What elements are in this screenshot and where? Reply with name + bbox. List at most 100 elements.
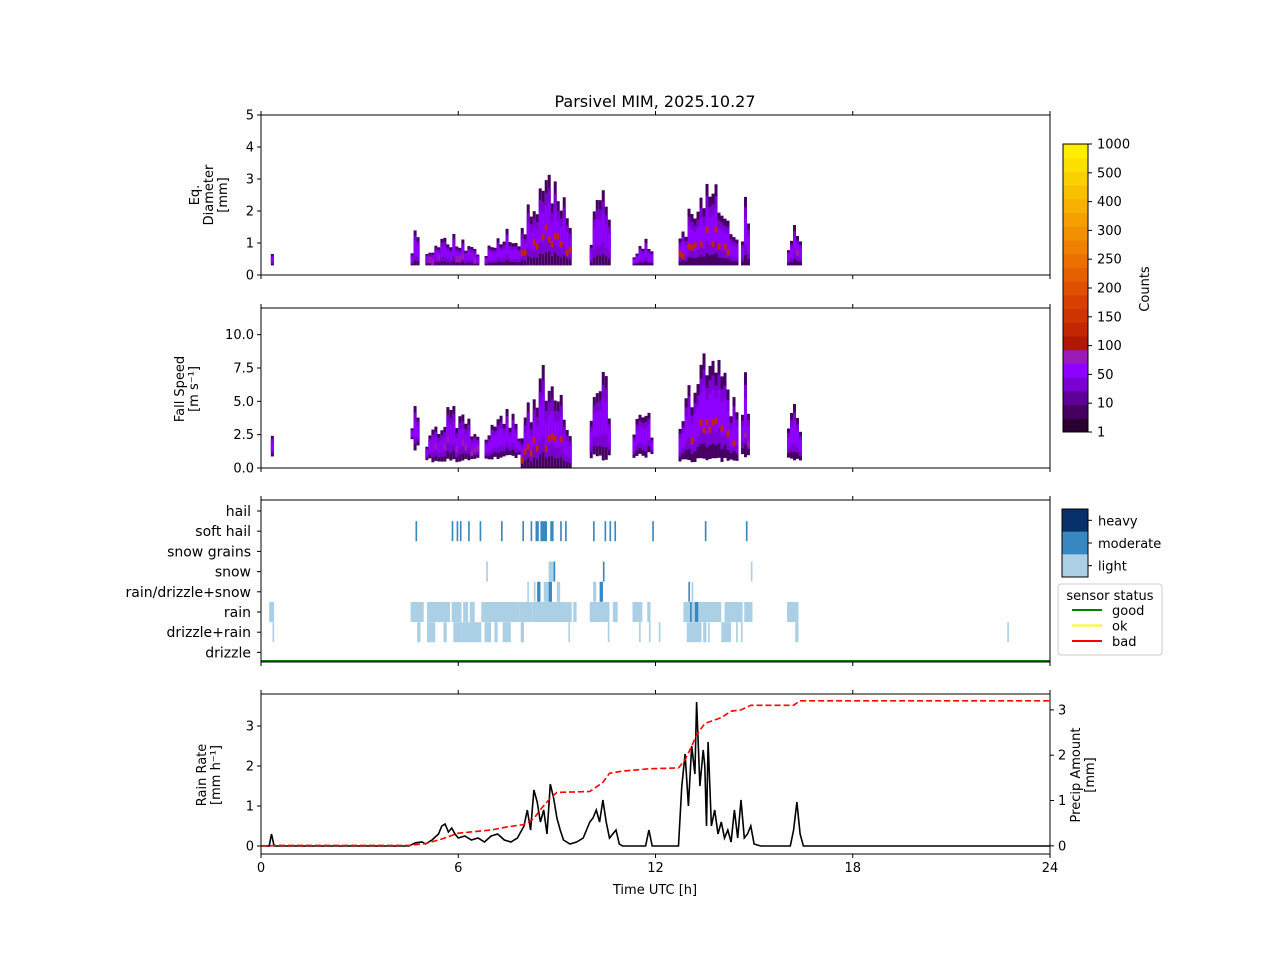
heatmap-cell-inner	[644, 428, 648, 446]
heatmap-cell-inner	[556, 421, 560, 449]
event-strip	[272, 622, 275, 643]
colorbar-cell	[1063, 390, 1088, 406]
heatmap-cell-inner	[743, 397, 747, 432]
heatmap-cell-core	[431, 259, 435, 266]
event-strip	[533, 581, 536, 602]
heatmap-cell-inner	[413, 419, 417, 438]
colorbar-tick-label: 200	[1097, 282, 1122, 297]
heatmap-cell-inner	[647, 424, 651, 441]
y-tick-label: 4	[246, 141, 254, 156]
colorbar-cell	[1063, 240, 1088, 255]
heatmap-cell-core	[550, 433, 554, 440]
diameter-frame	[260, 114, 1051, 276]
heatmap-cell-inner	[520, 239, 524, 255]
heatmap-cell-inner	[416, 425, 420, 438]
colorbar-cell	[1063, 144, 1088, 159]
event-strip	[484, 622, 492, 643]
heatmap-cell-core	[678, 250, 682, 257]
heatmap-cell-inner	[550, 410, 554, 444]
heatmap-cell-inner	[705, 400, 709, 435]
heatmap-cell-inner	[699, 392, 703, 431]
colorbar-cell	[1063, 267, 1088, 282]
heatmap-cell-inner	[562, 217, 566, 245]
heatmap-cell-core	[714, 226, 718, 233]
event-strip	[724, 602, 743, 622]
heatmap-cell-inner	[595, 412, 599, 438]
heatmap-cell-inner	[746, 426, 750, 443]
heatmap-cell-core	[559, 436, 563, 443]
heatmap-cell-inner	[601, 398, 605, 434]
colorbar-cell	[1063, 281, 1088, 296]
event-strip	[721, 622, 732, 643]
y-tick-label: 5.0	[233, 395, 254, 410]
heatmap-cell-inner	[595, 219, 599, 246]
colorbar-tick-label: 1000	[1097, 138, 1130, 153]
heatmap-cell-inner	[740, 426, 744, 443]
heatmap-cell-inner	[746, 236, 750, 253]
heatmap-cell-core	[446, 436, 450, 443]
event-strip	[593, 521, 595, 542]
heatmap-cell-inner	[514, 434, 518, 448]
colorbar-tick-label: 400	[1097, 195, 1122, 210]
heatmap-cell-inner	[410, 431, 414, 436]
colorbar-tick-label: 100	[1097, 339, 1122, 354]
heatmap-cell-inner	[684, 416, 688, 442]
heatmap-cell-core	[690, 244, 694, 251]
heatmap-cell-inner	[607, 429, 611, 445]
event-strip	[463, 602, 469, 622]
event-strip	[530, 521, 533, 542]
heatmap-cell-core	[699, 241, 703, 248]
heatmap-cell-core	[553, 435, 557, 442]
heatmap-cell-core	[544, 446, 548, 453]
event-strip	[537, 581, 541, 602]
event-strip	[543, 581, 549, 602]
heatmap-cell-inner	[644, 246, 648, 258]
colorbar-tick-label: 150	[1097, 310, 1122, 325]
heatmap-cell-inner	[440, 439, 444, 453]
heatmap-cell-inner	[526, 222, 530, 248]
heatmap-cell-inner	[693, 232, 697, 252]
heatmap-cell-inner	[717, 228, 721, 250]
panel-precip-type: hail soft hail snow grains snow rain/drizzle…	[126, 496, 1051, 666]
heatmap-cell-core	[455, 446, 459, 453]
event-strip	[532, 602, 572, 622]
colorbar-cell	[1063, 308, 1088, 323]
event-strip	[443, 622, 447, 643]
y-label-line: [m s⁻¹]	[187, 366, 202, 412]
heatmap-cell-core	[559, 240, 563, 247]
heatmap-cell-inner	[458, 429, 462, 448]
figure-title: Parsivel MIM, 2025.10.27	[554, 92, 755, 111]
heatmap-cell-inner	[440, 246, 444, 258]
heatmap-cell-inner	[787, 254, 790, 261]
heatmap-cell-inner	[541, 395, 545, 438]
event-strip	[736, 622, 738, 643]
event-strip	[520, 622, 524, 643]
heatmap-cell-inner	[592, 227, 596, 250]
heatmap-cell-core	[547, 434, 551, 441]
y-tick-label: 10.0	[225, 328, 254, 343]
intensity-label-moderate: moderate	[1098, 537, 1161, 552]
event-strip	[443, 602, 451, 622]
heatmap-cell-inner	[505, 239, 509, 255]
event-strip	[469, 602, 475, 622]
colorbar-cell	[1063, 212, 1088, 227]
heatmap-cell-inner	[270, 257, 274, 262]
y-tick-label: 0.0	[233, 462, 254, 477]
heatmap-cell-inner	[431, 256, 435, 262]
heatmap-cell-inner	[532, 419, 536, 448]
heatmap-cell-inner	[647, 253, 651, 261]
colorbar-cell	[1063, 349, 1088, 364]
heatmap-cell-inner	[517, 443, 521, 450]
heatmap-cell-inner	[464, 255, 468, 261]
heatmap-cell-inner	[520, 448, 524, 460]
x-tick-label: 24	[1042, 861, 1059, 876]
event-strip	[553, 561, 556, 582]
heatmap-cell-core	[726, 249, 730, 256]
sensor-status-legend-box	[1057, 583, 1163, 656]
heatmap-cell-core	[544, 224, 548, 231]
heatmap-cell-inner	[681, 432, 685, 448]
heatmap-cell-inner	[538, 405, 542, 442]
time-x-ticks: 0 6 12 18 24	[257, 690, 1058, 876]
heatmap-cell-inner	[635, 257, 639, 262]
